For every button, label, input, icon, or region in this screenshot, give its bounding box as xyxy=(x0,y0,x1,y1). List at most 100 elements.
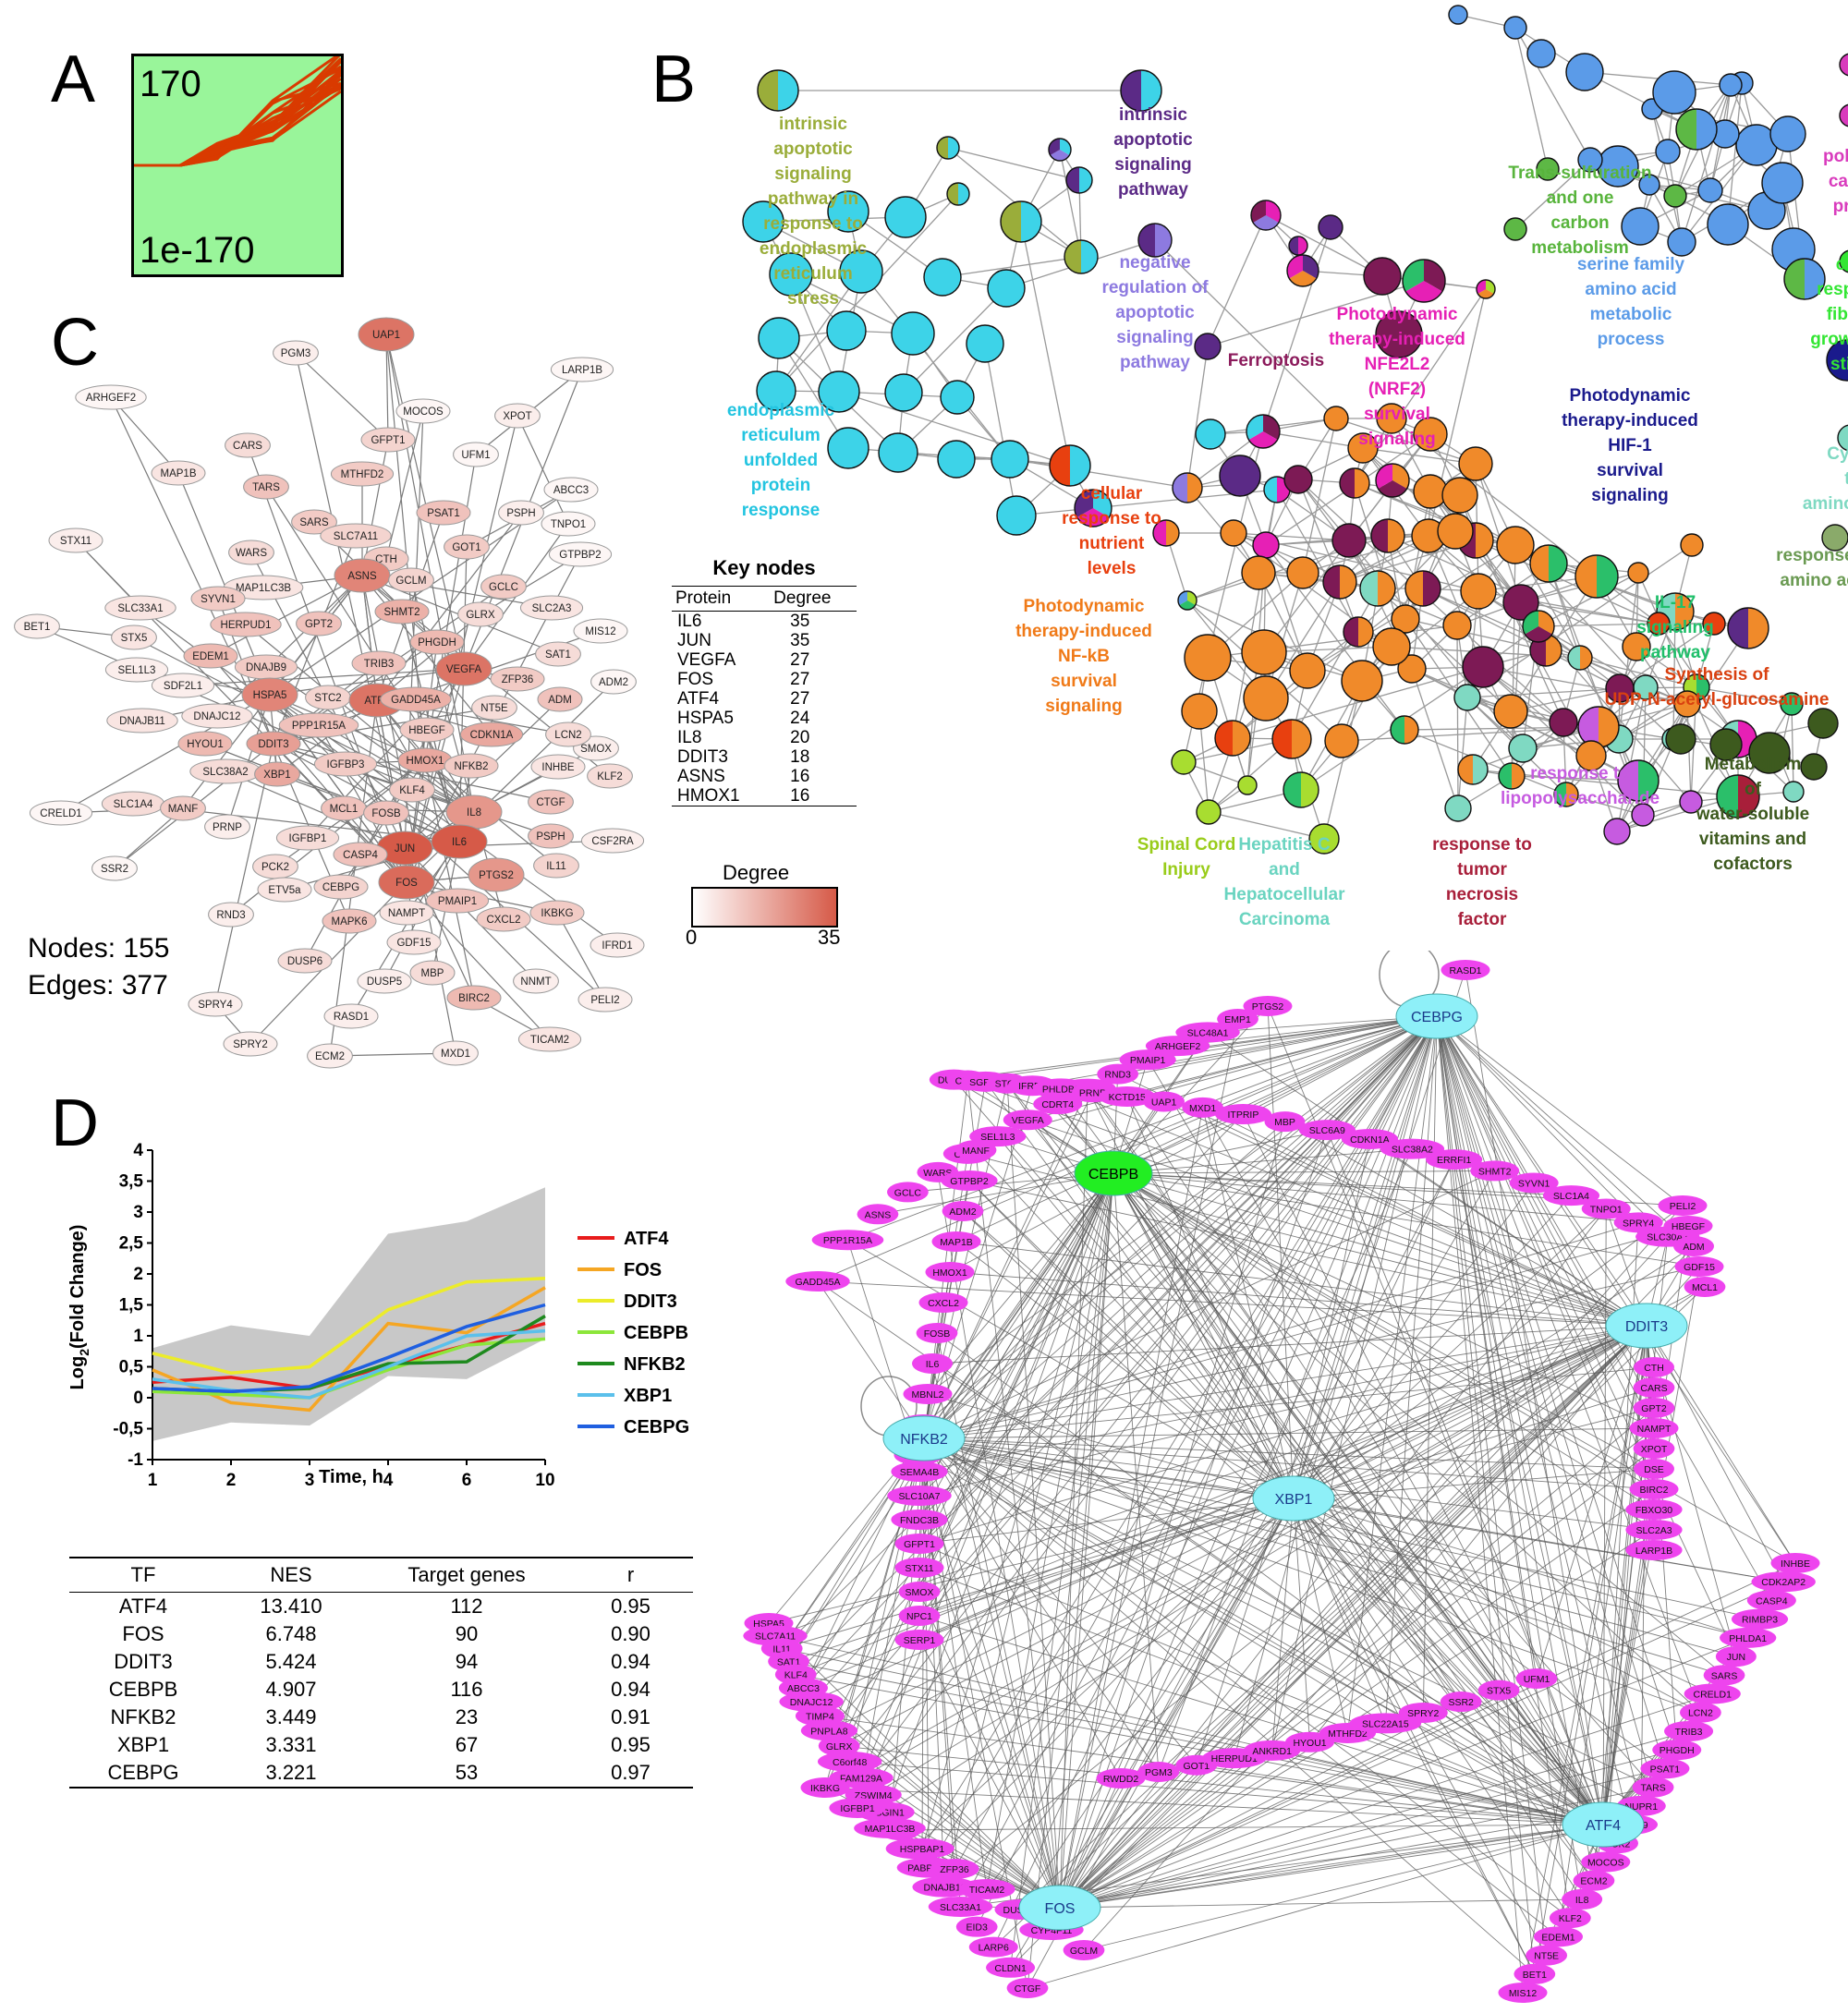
regulatory-edge xyxy=(1059,1824,1604,1909)
ppi-node-gtpbp2: GTPBP2 xyxy=(548,541,613,567)
enrichment-node xyxy=(827,190,869,233)
regulatory-edge xyxy=(986,1498,1295,1890)
target-gene-phgdh: PHGDH xyxy=(1652,1740,1702,1761)
target-gene-gtpbp2: GTPBP2 xyxy=(941,1170,998,1191)
target-gene-gclm: GCLM xyxy=(1063,1940,1105,1960)
y-tick-label: -1 xyxy=(128,1450,143,1470)
regulatory-edge xyxy=(1126,1096,1295,1499)
enrichment-node xyxy=(1288,236,1308,256)
target-gene-label: GOT1 xyxy=(1184,1761,1210,1772)
enrichment-node xyxy=(1370,518,1405,553)
regulatory-edge xyxy=(1158,1015,1438,1773)
ppi-node-adm: ADM xyxy=(537,686,583,712)
enrichment-node xyxy=(1152,519,1180,547)
target-gene-label: PSAT1 xyxy=(1650,1764,1681,1775)
y-tick-label: 1 xyxy=(133,1327,143,1346)
ppi-node-ppp1r15a: PPP1R15A xyxy=(278,712,359,738)
ppi-node-pgm3: PGM3 xyxy=(273,340,319,366)
regulatory-edge xyxy=(1436,1015,1655,1510)
enrichment-edge xyxy=(1456,625,1564,723)
regulatory-edge xyxy=(885,1325,1647,1813)
target-gene-mxd1: MXD1 xyxy=(1182,1097,1224,1118)
regulatory-edge xyxy=(1309,1325,1647,1743)
term-label-line: Ferroptosis xyxy=(1228,351,1325,370)
term-label-line: endoplasmic xyxy=(760,239,868,259)
ppi-node-shmt2: SHMT2 xyxy=(374,599,430,625)
regulatory-edge xyxy=(899,1824,1604,1831)
tf-name: DDIT3 xyxy=(114,1650,173,1673)
target-gene-cdrt4: CDRT4 xyxy=(1033,1094,1083,1115)
enrichment-node xyxy=(1748,732,1791,774)
term-label-line: amino acid xyxy=(1585,280,1676,299)
enrichment-node xyxy=(1476,279,1496,299)
ppi-node-label: KLF2 xyxy=(597,771,623,782)
target-gene-creld1: CRELD1 xyxy=(1684,1683,1741,1704)
regulatory-edge xyxy=(1436,1015,1654,1788)
ppi-edge xyxy=(517,415,569,525)
key-nodes-title: Key nodes xyxy=(712,556,816,579)
ppi-node-sel1l3: SEL1L3 xyxy=(104,657,169,683)
ppi-node-pmaip1: PMAIP1 xyxy=(425,888,490,914)
ppi-node-birc2: BIRC2 xyxy=(446,985,502,1011)
target-gene-slc48a1: SLC48A1 xyxy=(1175,1022,1240,1043)
ppi-node-map1b: MAP1B xyxy=(151,460,206,486)
target-gene-label: PELI2 xyxy=(1670,1201,1696,1212)
y-tick-label: 0,5 xyxy=(119,1358,144,1377)
regulatory-edge xyxy=(986,1172,1114,1890)
regulatory-edge xyxy=(1112,1172,1572,1196)
variance-band xyxy=(152,1187,545,1441)
ppi-node-label: FOS xyxy=(395,878,418,889)
enrichment-node xyxy=(742,200,784,243)
key-node-degree: 16 xyxy=(790,786,810,806)
regulatory-edge xyxy=(829,1172,1114,1731)
target-gene-glrx: GLRX xyxy=(818,1735,860,1756)
term-label-neg-reg: negative regulation of apoptotic signaling p… xyxy=(1101,253,1209,372)
target-gene-label: SEL1L3 xyxy=(980,1132,1015,1143)
ppi-node-label: NAMPT xyxy=(388,908,425,919)
panel-d-expression-chart: -1 -0,5 0 0,5 1 1,5 2 2,5 3 3,5 4 1 2 3 4 6 10 ATF4 FOS DD… xyxy=(67,1141,689,1490)
target-gene-label: LCN2 xyxy=(1688,1708,1713,1719)
ppi-node-arhgef2: ARHGEF2 xyxy=(75,384,147,410)
enrichment-node xyxy=(1617,759,1660,802)
ppi-node-label: LCN2 xyxy=(554,730,581,741)
regulatory-edge xyxy=(1059,1787,1654,1909)
enrichment-node xyxy=(1413,474,1448,509)
enrichment-node xyxy=(1363,257,1402,296)
tf-hub-cebpb: CEBPB xyxy=(1074,1150,1153,1196)
target-gene-stx5: STX5 xyxy=(1477,1680,1520,1701)
enrichment-edge xyxy=(778,337,849,449)
regulatory-edge xyxy=(788,1172,1114,1662)
target-gene-asns: ASNS xyxy=(857,1204,899,1225)
ppi-node-label: GCLC xyxy=(489,582,518,593)
enrichment-node xyxy=(1283,771,1319,808)
ppi-node-label: KLF4 xyxy=(399,785,425,796)
term-label-line: therapy-induced xyxy=(1562,411,1698,430)
term-label-line: signaling xyxy=(1116,328,1193,347)
target-gene-errfi1: ERRFI1 xyxy=(1426,1149,1483,1170)
term-label-line: apoptotic xyxy=(1113,130,1193,150)
enrichment-node xyxy=(1339,467,1370,499)
regulatory-edge xyxy=(774,1635,1604,1825)
tf-targets: 23 xyxy=(455,1705,479,1728)
regulatory-edge xyxy=(923,1172,1114,1439)
enrichment-edge xyxy=(1511,775,1639,782)
tf-hub-label: ATF4 xyxy=(1586,1818,1621,1834)
target-gene-tars: TARS xyxy=(1632,1777,1674,1798)
ppi-node-label: STC2 xyxy=(314,693,341,704)
enrichment-edge xyxy=(1302,418,1337,574)
x-tick-label: 1 xyxy=(148,1471,158,1490)
term-label-fgf: cellular response to fibroblast growth fact… xyxy=(1810,255,1848,374)
key-node-degree: 18 xyxy=(790,747,810,767)
term-label-line: nutrient xyxy=(1079,534,1145,553)
regulatory-edge xyxy=(918,1015,1438,1473)
enrichment-edge xyxy=(1362,447,1477,465)
regulatory-edge xyxy=(1059,1325,1647,1909)
regulatory-edge xyxy=(1293,1208,1607,1499)
regulatory-edge xyxy=(839,1745,1604,1825)
ppi-node-label: MBP xyxy=(421,968,444,979)
target-gene-cdkn1a: CDKN1A xyxy=(1341,1128,1399,1149)
target-gene-label: IL6 xyxy=(926,1359,940,1370)
ppi-node-stc2: STC2 xyxy=(305,685,351,710)
ppi-node-psph: PSPH xyxy=(498,500,544,526)
regulatory-edge xyxy=(918,1498,1295,1545)
